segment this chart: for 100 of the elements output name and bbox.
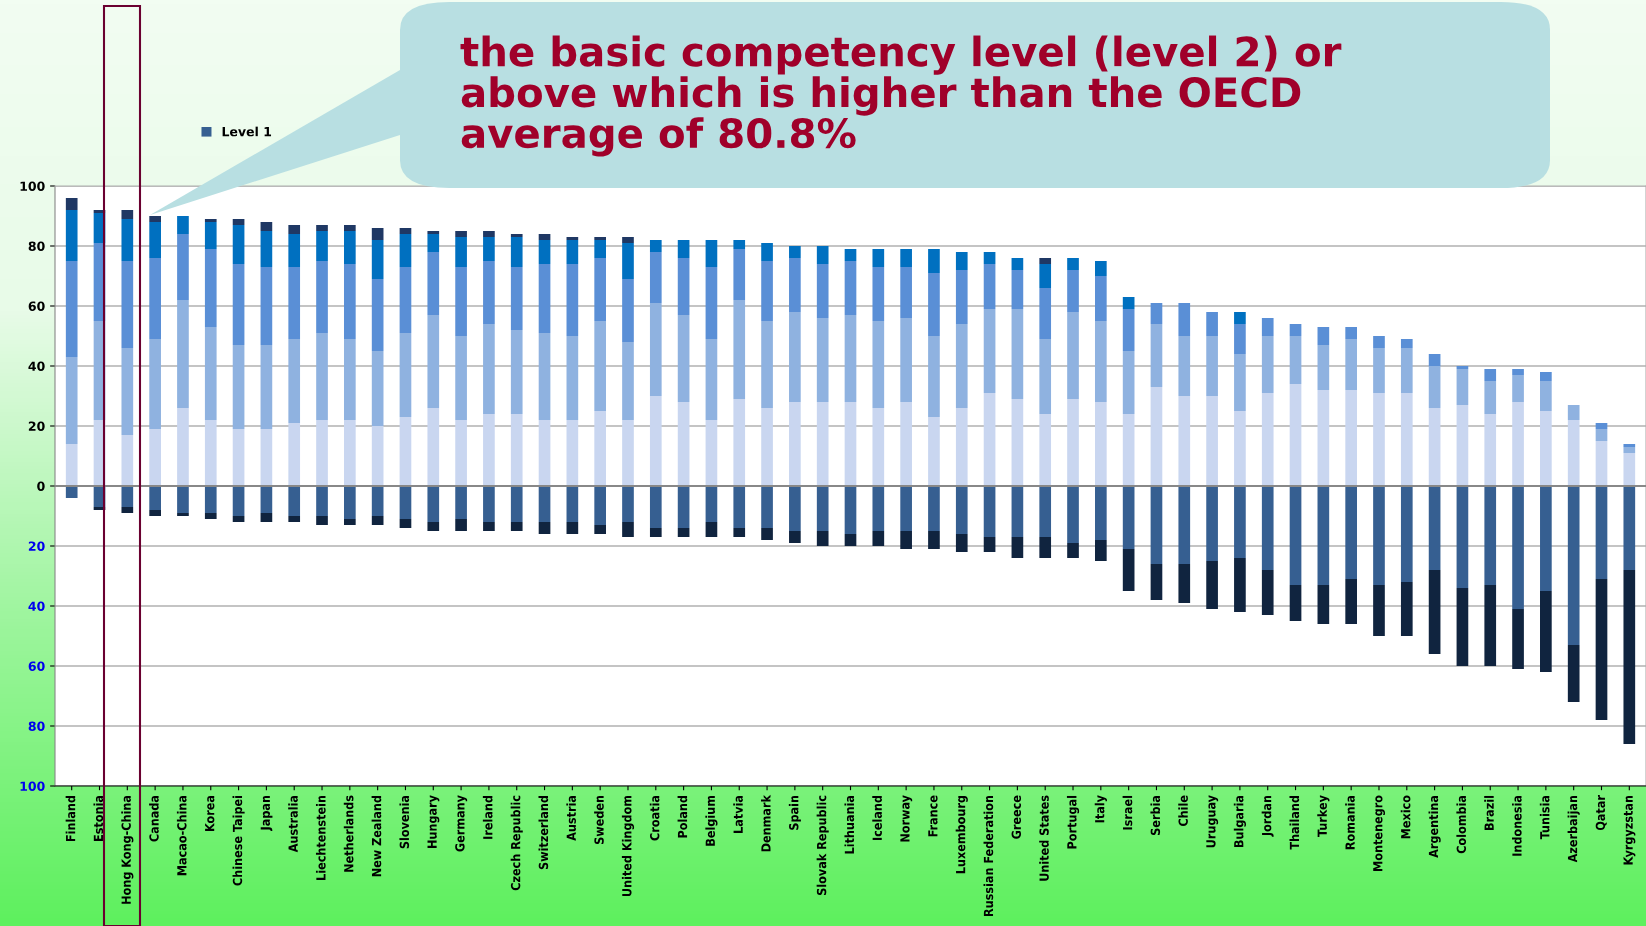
bar xyxy=(316,225,328,231)
bar xyxy=(427,486,440,522)
x-tick-label: Indonesia xyxy=(1512,795,1522,856)
bar xyxy=(705,267,718,339)
bar xyxy=(816,264,829,318)
bar xyxy=(65,486,78,498)
bar xyxy=(1234,354,1246,411)
bar xyxy=(371,516,384,525)
bar xyxy=(1011,270,1024,309)
bar xyxy=(844,249,857,261)
bar xyxy=(677,315,690,402)
bar xyxy=(455,267,467,336)
bar xyxy=(677,486,690,528)
bar xyxy=(983,252,996,264)
bar xyxy=(955,486,968,534)
x-tick-label: Serbia xyxy=(1150,795,1161,835)
bar xyxy=(371,240,384,279)
bar xyxy=(1540,486,1552,591)
bar xyxy=(538,264,551,333)
bar xyxy=(1317,486,1330,585)
x-tick-label: Switzerland xyxy=(538,795,549,870)
bar xyxy=(1150,486,1163,564)
y-tick-label: 60 xyxy=(28,301,45,311)
bar xyxy=(316,486,328,516)
bar xyxy=(177,408,189,486)
y-tick-label: 40 xyxy=(28,361,45,371)
x-tick-label: Tunisia xyxy=(1539,795,1550,840)
bar xyxy=(427,234,440,252)
bar xyxy=(204,222,217,249)
bar xyxy=(1567,645,1580,702)
bar xyxy=(1512,486,1524,609)
bar xyxy=(316,261,328,333)
bar xyxy=(483,324,495,414)
y-tick-label: 100 xyxy=(20,781,45,791)
bar xyxy=(1567,486,1580,645)
bar xyxy=(844,315,857,402)
bar xyxy=(1540,372,1552,381)
bar xyxy=(677,240,690,258)
bar xyxy=(260,513,273,522)
bar xyxy=(455,231,467,237)
bar xyxy=(1428,366,1441,408)
bar xyxy=(1345,390,1358,486)
text: the basic competency level (level 2) or above which is higher than the OECD average of 80.8% xyxy=(460,35,1342,157)
x-tick-label: Lithuania xyxy=(844,795,855,854)
bar xyxy=(789,312,801,402)
bar xyxy=(1122,297,1135,309)
bar xyxy=(65,261,78,357)
bar xyxy=(1456,405,1469,486)
bar xyxy=(260,267,273,345)
bar xyxy=(510,522,523,531)
bar xyxy=(288,339,301,423)
bar xyxy=(232,219,245,225)
bar xyxy=(371,486,384,516)
bar xyxy=(65,444,78,486)
bar xyxy=(761,408,773,486)
bar xyxy=(789,531,801,543)
bar xyxy=(538,486,551,522)
bar xyxy=(1595,441,1608,486)
bar xyxy=(1373,348,1385,393)
bar xyxy=(1345,327,1358,339)
bar xyxy=(1456,486,1469,588)
x-tick-label: Italy xyxy=(1094,795,1107,823)
bar xyxy=(1206,336,1218,396)
bar xyxy=(789,246,801,258)
bar xyxy=(538,234,551,240)
bar xyxy=(343,519,356,525)
bar xyxy=(232,264,245,345)
bar xyxy=(204,249,217,327)
bar xyxy=(399,234,412,267)
bar xyxy=(1623,486,1636,570)
bar xyxy=(1067,486,1079,543)
bar xyxy=(1373,336,1385,348)
bar xyxy=(872,531,885,546)
bar xyxy=(872,486,885,531)
bar xyxy=(816,246,829,264)
bar xyxy=(371,279,384,351)
bar xyxy=(1234,324,1246,354)
x-tick-label: Portugal xyxy=(1066,795,1080,849)
bar xyxy=(121,507,134,513)
bar xyxy=(622,522,634,537)
bar xyxy=(343,225,356,231)
x-tick-label: Bulgaria xyxy=(1233,795,1246,848)
bar xyxy=(1039,258,1052,264)
bar xyxy=(1540,411,1552,486)
bar xyxy=(761,261,773,321)
x-tick-label: Finland xyxy=(65,795,76,842)
x-tick-label: Slovak Republic xyxy=(816,795,829,895)
bar xyxy=(1067,258,1079,270)
bar xyxy=(649,396,662,486)
bar xyxy=(1206,486,1218,561)
bar xyxy=(789,486,801,531)
x-tick-label: New Zealand xyxy=(371,795,382,877)
bar xyxy=(121,210,134,219)
bar xyxy=(1039,537,1052,558)
bar xyxy=(816,402,829,486)
bar xyxy=(928,273,940,336)
y-tick-label: 40 xyxy=(28,601,45,611)
bar xyxy=(538,522,551,534)
bar xyxy=(538,333,551,420)
bar xyxy=(566,420,579,486)
